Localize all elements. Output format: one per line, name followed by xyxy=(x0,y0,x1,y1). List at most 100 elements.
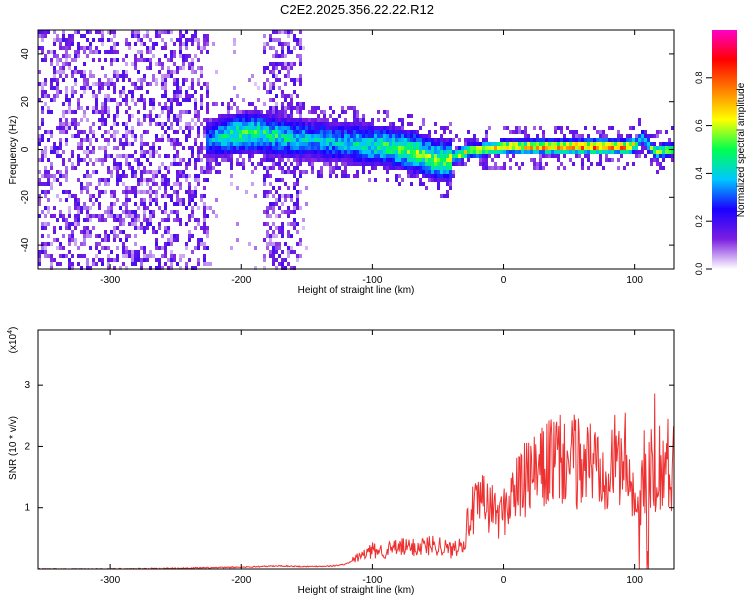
spectrogram-cell xyxy=(428,154,431,158)
spectrogram-cell xyxy=(125,138,128,142)
spectrogram-cell xyxy=(155,242,158,246)
spectrogram-cell xyxy=(179,90,182,94)
spectrogram-cell xyxy=(224,134,227,138)
spectrogram-cell xyxy=(362,122,365,126)
spectrogram-cell xyxy=(203,166,206,170)
spectrogram-cell xyxy=(266,158,269,162)
spectrogram-cell xyxy=(380,138,383,142)
spectrogram-cell xyxy=(152,182,155,186)
spectrogram-cell xyxy=(77,202,80,206)
spectrogram-cell xyxy=(263,194,266,198)
spectrogram-cell xyxy=(476,146,479,150)
spectrogram-cell xyxy=(554,130,557,134)
spectrogram-cell xyxy=(200,102,203,106)
spectrogram-cell xyxy=(173,202,176,206)
spectrogram-cell xyxy=(83,174,86,178)
spectrogram-cell xyxy=(281,106,284,110)
spectrogram-cell xyxy=(656,150,659,154)
spectrogram-cell xyxy=(230,158,233,162)
spectrogram-cell xyxy=(56,218,59,222)
spectrogram-cell xyxy=(131,134,134,138)
spectrogram-cell xyxy=(77,158,80,162)
spectrogram-cell xyxy=(80,74,83,78)
spectrogram-cell xyxy=(44,166,47,170)
spectrogram-cell xyxy=(71,234,74,238)
spectrogram-cell xyxy=(188,94,191,98)
spectrogram-cell xyxy=(482,146,485,150)
spectrogram-cell xyxy=(74,126,77,130)
spectrogram-cell xyxy=(98,218,101,222)
spectrogram-cell xyxy=(110,210,113,214)
spectrogram-cell xyxy=(440,126,443,130)
spectrogram-cell xyxy=(350,130,353,134)
spectrogram-cell xyxy=(116,182,119,186)
spectrogram-cell xyxy=(638,150,641,154)
spectrogram-cell xyxy=(389,122,392,126)
spectrogram-cell xyxy=(173,78,176,82)
spectrogram-cell xyxy=(137,70,140,74)
spectrogram-cell xyxy=(485,146,488,150)
spectrogram-cell xyxy=(98,146,101,150)
snr-x-tick-label: 100 xyxy=(626,575,643,586)
spectrogram-cell xyxy=(119,138,122,142)
spectrogram-cell xyxy=(59,142,62,146)
spectrogram-cell xyxy=(53,94,56,98)
spectrogram-cell xyxy=(122,190,125,194)
spectrogram-cell xyxy=(167,238,170,242)
spectrogram-cell xyxy=(164,46,167,50)
spectrogram-cell xyxy=(284,106,287,110)
spectrogram-cell xyxy=(473,138,476,142)
spectrogram-cell xyxy=(65,74,68,78)
spectrogram-cell xyxy=(248,142,251,146)
spectrogram-cell xyxy=(188,86,191,90)
spectrogram-cell xyxy=(515,138,518,142)
spectrogram-cell xyxy=(461,146,464,150)
spectrogram-cell xyxy=(71,70,74,74)
spectrogram-cell xyxy=(455,162,458,166)
spectrogram-cell xyxy=(395,146,398,150)
spectrogram-cell xyxy=(47,210,50,214)
spectrogram-cell xyxy=(47,158,50,162)
spectrogram-cell xyxy=(668,138,671,142)
spectrogram-cell xyxy=(44,254,47,258)
spectrogram-cell xyxy=(152,106,155,110)
spectrogram-cell xyxy=(206,118,209,122)
spectrogram-cell xyxy=(185,46,188,50)
spectrogram-cell xyxy=(470,150,473,154)
spectrogram-cell xyxy=(506,138,509,142)
spectrogram-cell xyxy=(203,214,206,218)
spectrogram-cell xyxy=(344,170,347,174)
spectrogram-cell xyxy=(413,150,416,154)
spectrogram-cell xyxy=(161,254,164,258)
spectrogram-cell xyxy=(179,142,182,146)
spectrogram-cell xyxy=(179,50,182,54)
spectrogram-cell xyxy=(284,162,287,166)
spectrogram-cell xyxy=(128,106,131,110)
spectrogram-cell xyxy=(116,214,119,218)
spectrogram-cell xyxy=(41,154,44,158)
spectrogram-cell xyxy=(101,34,104,38)
spectrogram-cell xyxy=(65,226,68,230)
spectrogram-cell xyxy=(488,126,491,130)
spectrogram-cell xyxy=(347,130,350,134)
spectrogram-cell xyxy=(56,150,59,154)
spectrogram-cell xyxy=(278,118,281,122)
spectrogram-cell xyxy=(113,226,116,230)
spectrogram-cell xyxy=(71,194,74,198)
spectrogram-cell xyxy=(56,34,59,38)
spectrogram-cell xyxy=(212,134,215,138)
spectrogram-cell xyxy=(38,158,41,162)
spectrogram-cell xyxy=(437,146,440,150)
spectrogram-cell xyxy=(77,198,80,202)
spectrogram-cell xyxy=(263,266,266,270)
spectrogram-cell xyxy=(122,262,125,266)
spectrogram-cell xyxy=(386,114,389,118)
spectrogram-cell xyxy=(368,122,371,126)
spectrogram-cell xyxy=(416,150,419,154)
spectrogram-cell xyxy=(221,126,224,130)
spectrogram-cell xyxy=(581,166,584,170)
spectrogram-cell xyxy=(509,146,512,150)
spectrogram-cell xyxy=(113,190,116,194)
spectrogram-cell xyxy=(74,198,77,202)
spectrogram-cell xyxy=(437,162,440,166)
